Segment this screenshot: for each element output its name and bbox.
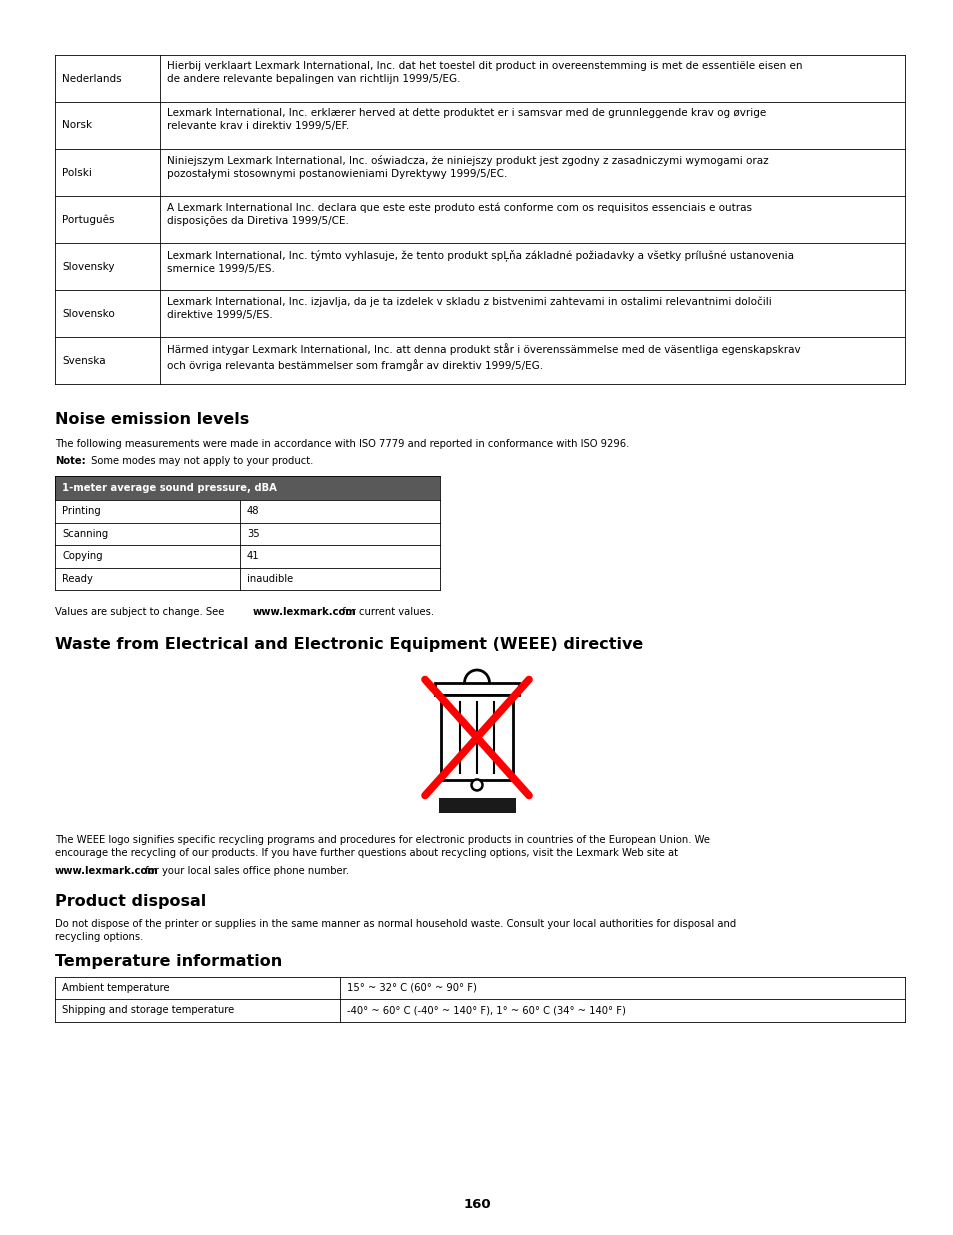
Text: The following measurements were made in accordance with ISO 7779 and reported in: The following measurements were made in … <box>55 438 629 450</box>
Bar <box>55 999 904 1021</box>
Text: 1-meter average sound pressure, dBA: 1-meter average sound pressure, dBA <box>62 483 276 493</box>
Text: Values are subject to change. See: Values are subject to change. See <box>55 606 227 618</box>
Text: Ambient temperature: Ambient temperature <box>62 983 170 993</box>
Text: Noise emission levels: Noise emission levels <box>55 412 249 427</box>
Text: 48: 48 <box>247 506 259 516</box>
Text: for current values.: for current values. <box>339 606 434 618</box>
Text: Lexmark International, Inc. izjavlja, da je ta izdelek v skladu z bistvenimi zah: Lexmark International, Inc. izjavlja, da… <box>167 296 771 320</box>
Text: Do not dispose of the printer or supplies in the same manner as normal household: Do not dispose of the printer or supplie… <box>55 919 736 942</box>
Text: Temperature information: Temperature information <box>55 953 282 968</box>
Text: inaudible: inaudible <box>247 574 293 584</box>
Text: 15° ~ 32° C (60° ~ 90° F): 15° ~ 32° C (60° ~ 90° F) <box>347 983 476 993</box>
Bar <box>55 500 439 522</box>
Bar <box>438 798 515 813</box>
Text: Lexmark International, Inc. týmto vyhlasuje, že tento produkt spĻňa základné pož: Lexmark International, Inc. týmto vyhlas… <box>167 249 793 274</box>
Circle shape <box>471 779 482 790</box>
Bar <box>55 977 904 999</box>
Text: Slovensky: Slovensky <box>62 262 114 272</box>
Text: Português: Português <box>62 214 114 225</box>
Text: 160: 160 <box>463 1198 490 1212</box>
Text: 41: 41 <box>247 551 259 561</box>
Bar <box>55 522 439 545</box>
Text: 35: 35 <box>247 529 259 538</box>
Text: Scanning: Scanning <box>62 529 108 538</box>
Text: Svenska: Svenska <box>62 356 106 366</box>
Text: Niniejszym Lexmark International, Inc. oświadcza, że niniejszy produkt jest zgod: Niniejszym Lexmark International, Inc. o… <box>167 156 768 179</box>
Text: Printing: Printing <box>62 506 101 516</box>
Bar <box>440 695 513 781</box>
Text: Slovensko: Slovensko <box>62 309 114 319</box>
Text: -40° ~ 60° C (-40° ~ 140° F), 1° ~ 60° C (34° ~ 140° F): -40° ~ 60° C (-40° ~ 140° F), 1° ~ 60° C… <box>347 1005 625 1015</box>
Text: www.lexmark.com: www.lexmark.com <box>55 866 158 876</box>
Text: Product disposal: Product disposal <box>55 894 206 909</box>
Bar <box>55 475 439 500</box>
Text: Copying: Copying <box>62 551 103 561</box>
Text: Shipping and storage temperature: Shipping and storage temperature <box>62 1005 234 1015</box>
Text: Lexmark International, Inc. erklærer herved at dette produktet er i samsvar med : Lexmark International, Inc. erklærer her… <box>167 107 765 131</box>
Bar <box>435 683 518 695</box>
Text: Polski: Polski <box>62 168 91 178</box>
Text: Hierbij verklaart Lexmark International, Inc. dat het toestel dit product in ove: Hierbij verklaart Lexmark International,… <box>167 61 801 84</box>
Text: Härmed intygar Lexmark International, Inc. att denna produkt står i överenssämme: Härmed intygar Lexmark International, In… <box>167 343 800 370</box>
Text: Ready: Ready <box>62 574 92 584</box>
Text: The WEEE logo signifies specific recycling programs and procedures for electroni: The WEEE logo signifies specific recycli… <box>55 835 709 858</box>
Text: Waste from Electrical and Electronic Equipment (WEEE) directive: Waste from Electrical and Electronic Equ… <box>55 637 642 652</box>
Text: for your local sales office phone number.: for your local sales office phone number… <box>142 866 349 876</box>
Text: Nederlands: Nederlands <box>62 74 121 84</box>
Text: Note:: Note: <box>55 456 86 466</box>
Text: A Lexmark International Inc. declara que este este produto está conforme com os : A Lexmark International Inc. declara que… <box>167 203 751 226</box>
Text: Norsk: Norsk <box>62 121 92 131</box>
Text: Some modes may not apply to your product.: Some modes may not apply to your product… <box>88 456 313 466</box>
Bar <box>55 545 439 568</box>
Bar <box>55 568 439 590</box>
Text: www.lexmark.com: www.lexmark.com <box>252 606 355 618</box>
